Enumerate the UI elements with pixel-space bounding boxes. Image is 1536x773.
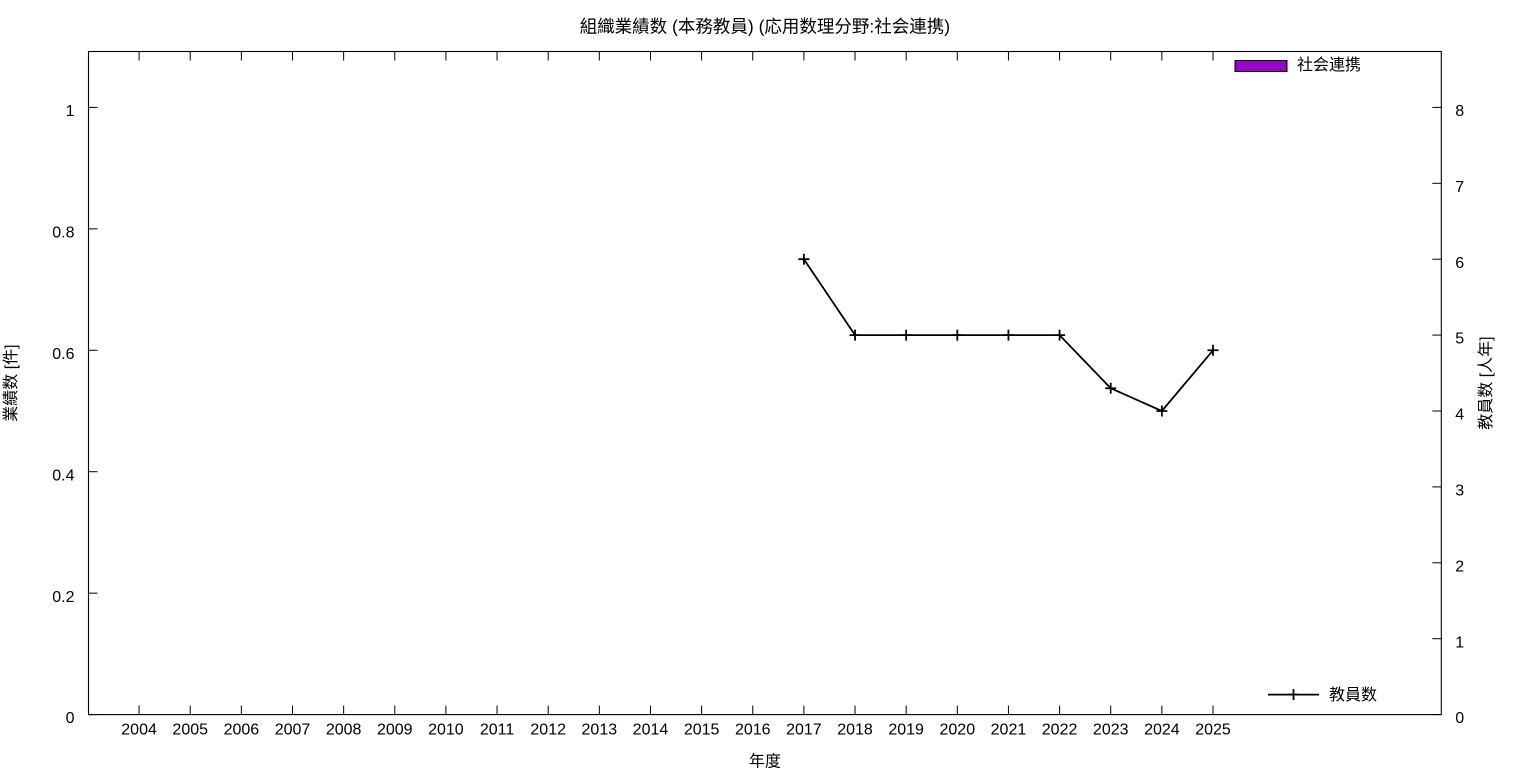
- svg-text:2024: 2024: [1144, 722, 1180, 739]
- svg-text:2025: 2025: [1195, 722, 1231, 739]
- svg-text:2005: 2005: [172, 722, 208, 739]
- svg-text:2006: 2006: [224, 722, 260, 739]
- svg-text:5: 5: [1455, 331, 1464, 348]
- svg-text:0: 0: [1455, 710, 1464, 727]
- svg-text:2009: 2009: [377, 722, 413, 739]
- svg-text:6: 6: [1455, 255, 1464, 272]
- svg-text:2019: 2019: [888, 722, 924, 739]
- svg-text:0: 0: [66, 710, 75, 727]
- svg-text:教員数 [人年]: 教員数 [人年]: [1477, 336, 1495, 429]
- svg-text:0.8: 0.8: [52, 224, 74, 241]
- svg-text:3: 3: [1455, 483, 1464, 500]
- svg-text:1: 1: [1455, 634, 1464, 651]
- svg-text:2014: 2014: [633, 722, 669, 739]
- svg-text:教員数: 教員数: [1329, 686, 1377, 704]
- svg-text:4: 4: [1455, 407, 1464, 424]
- svg-text:2023: 2023: [1093, 722, 1129, 739]
- svg-text:年度: 年度: [749, 753, 781, 768]
- svg-text:2004: 2004: [121, 722, 157, 739]
- svg-text:2017: 2017: [786, 722, 822, 739]
- svg-text:社会連携: 社会連携: [1297, 56, 1361, 74]
- svg-text:2018: 2018: [837, 722, 873, 739]
- svg-text:1: 1: [66, 103, 75, 120]
- svg-text:0.6: 0.6: [52, 346, 74, 363]
- svg-text:2022: 2022: [1042, 722, 1078, 739]
- svg-text:2020: 2020: [940, 722, 976, 739]
- svg-text:0.2: 0.2: [52, 589, 74, 606]
- svg-text:2016: 2016: [735, 722, 771, 739]
- svg-text:2: 2: [1455, 558, 1464, 575]
- svg-text:2012: 2012: [530, 722, 566, 739]
- svg-text:2011: 2011: [480, 722, 515, 739]
- svg-text:0.4: 0.4: [52, 467, 74, 484]
- svg-text:2013: 2013: [582, 722, 618, 739]
- svg-text:8: 8: [1455, 103, 1464, 120]
- svg-text:2007: 2007: [275, 722, 311, 739]
- svg-text:2008: 2008: [326, 722, 362, 739]
- svg-text:業績数 [件]: 業績数 [件]: [2, 344, 20, 421]
- svg-text:2021: 2021: [991, 722, 1027, 739]
- svg-text:2015: 2015: [684, 722, 720, 739]
- svg-text:7: 7: [1455, 179, 1464, 196]
- svg-text:組織業績数 (本務教員) (応用数理分野:社会連携): 組織業績数 (本務教員) (応用数理分野:社会連携): [580, 17, 950, 37]
- svg-text:2010: 2010: [428, 722, 464, 739]
